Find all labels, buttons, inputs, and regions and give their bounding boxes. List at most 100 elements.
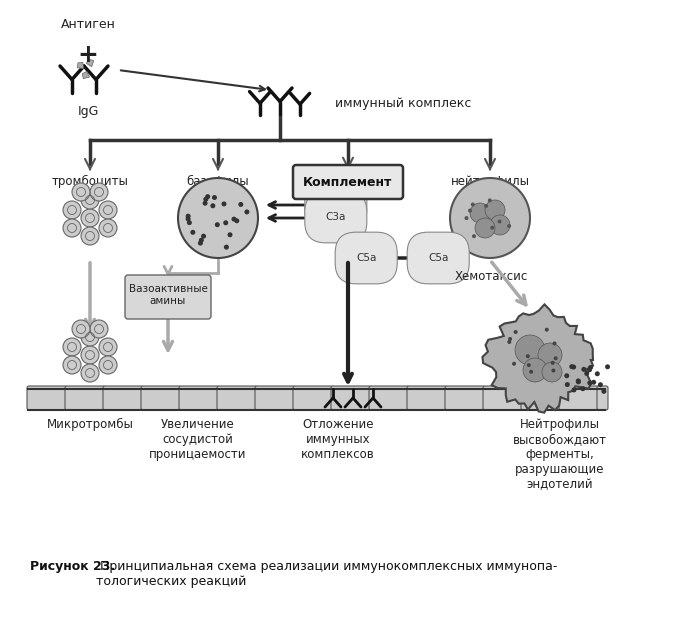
Text: +: + bbox=[78, 43, 98, 67]
Circle shape bbox=[234, 218, 239, 223]
Circle shape bbox=[63, 201, 81, 219]
Polygon shape bbox=[86, 59, 94, 67]
Circle shape bbox=[245, 210, 249, 214]
Circle shape bbox=[187, 220, 192, 225]
Circle shape bbox=[595, 371, 600, 376]
Circle shape bbox=[212, 195, 217, 200]
Circle shape bbox=[484, 204, 488, 208]
FancyBboxPatch shape bbox=[293, 165, 403, 199]
Circle shape bbox=[222, 201, 227, 206]
Circle shape bbox=[542, 362, 562, 382]
Text: Отложение
иммунных
комплексов: Отложение иммунных комплексов bbox=[301, 418, 375, 461]
Text: иммунный комплекс: иммунный комплекс bbox=[335, 96, 471, 109]
Text: Хемотаксис: Хемотаксис bbox=[455, 270, 528, 283]
FancyBboxPatch shape bbox=[445, 386, 485, 410]
Text: тромбоциты: тромбоциты bbox=[51, 175, 128, 188]
Text: Комплемент: Комплемент bbox=[304, 176, 393, 188]
FancyBboxPatch shape bbox=[141, 386, 181, 410]
FancyBboxPatch shape bbox=[597, 386, 608, 410]
Text: Принципиальная схема реализации иммунокомплексных иммунопа-
тологических реакций: Принципиальная схема реализации иммуноко… bbox=[96, 560, 557, 588]
Text: C5a: C5a bbox=[326, 199, 346, 209]
FancyBboxPatch shape bbox=[27, 386, 67, 410]
Circle shape bbox=[490, 226, 494, 230]
Circle shape bbox=[186, 214, 191, 219]
Circle shape bbox=[514, 330, 518, 334]
Circle shape bbox=[572, 387, 577, 392]
Circle shape bbox=[81, 191, 99, 209]
FancyBboxPatch shape bbox=[217, 386, 257, 410]
Circle shape bbox=[588, 365, 593, 370]
FancyBboxPatch shape bbox=[125, 275, 211, 319]
Circle shape bbox=[571, 365, 576, 370]
Circle shape bbox=[186, 216, 191, 221]
Circle shape bbox=[470, 203, 490, 223]
Circle shape bbox=[569, 364, 574, 369]
Text: Нейтрофилы
высвобождают
ферменты,
разрушающие
эндотелий: Нейтрофилы высвобождают ферменты, разруш… bbox=[513, 418, 607, 491]
Circle shape bbox=[224, 245, 229, 250]
Text: Увеличение
сосудистой
проницаемости: Увеличение сосудистой проницаемости bbox=[149, 418, 247, 461]
FancyBboxPatch shape bbox=[407, 386, 447, 410]
Circle shape bbox=[468, 209, 472, 213]
FancyBboxPatch shape bbox=[483, 386, 523, 410]
Circle shape bbox=[72, 183, 90, 201]
Circle shape bbox=[587, 367, 592, 372]
FancyBboxPatch shape bbox=[331, 386, 371, 410]
Circle shape bbox=[485, 200, 505, 220]
FancyBboxPatch shape bbox=[369, 386, 409, 410]
Circle shape bbox=[63, 356, 81, 374]
Text: Микротромбы: Микротромбы bbox=[46, 418, 134, 431]
Text: C3a: C3a bbox=[326, 212, 346, 222]
Circle shape bbox=[545, 328, 549, 332]
Circle shape bbox=[581, 367, 586, 372]
Text: C5a: C5a bbox=[356, 253, 376, 263]
Circle shape bbox=[565, 382, 570, 387]
Circle shape bbox=[475, 218, 495, 238]
FancyBboxPatch shape bbox=[559, 386, 599, 410]
Circle shape bbox=[508, 337, 512, 341]
Circle shape bbox=[211, 203, 216, 208]
Circle shape bbox=[231, 216, 236, 222]
Circle shape bbox=[215, 222, 220, 227]
Polygon shape bbox=[77, 62, 84, 69]
Circle shape bbox=[598, 382, 603, 387]
Circle shape bbox=[72, 320, 90, 338]
Circle shape bbox=[203, 197, 209, 201]
Circle shape bbox=[552, 342, 556, 345]
Circle shape bbox=[191, 230, 195, 235]
Circle shape bbox=[472, 234, 476, 238]
Circle shape bbox=[450, 178, 530, 258]
Circle shape bbox=[591, 380, 596, 385]
Circle shape bbox=[63, 219, 81, 237]
Text: Вазоактивные
амины: Вазоактивные амины bbox=[129, 284, 207, 306]
FancyBboxPatch shape bbox=[521, 386, 561, 410]
Text: IgG: IgG bbox=[78, 105, 98, 118]
Circle shape bbox=[63, 338, 81, 356]
Circle shape bbox=[90, 183, 108, 201]
Circle shape bbox=[99, 338, 117, 356]
Circle shape bbox=[554, 356, 558, 360]
Circle shape bbox=[498, 219, 502, 224]
Circle shape bbox=[580, 386, 586, 391]
Text: Антиген: Антиген bbox=[60, 18, 116, 31]
Circle shape bbox=[523, 358, 547, 382]
Circle shape bbox=[488, 198, 492, 203]
Circle shape bbox=[81, 364, 99, 382]
Circle shape bbox=[490, 215, 510, 235]
Circle shape bbox=[512, 362, 516, 366]
Circle shape bbox=[552, 368, 555, 373]
Circle shape bbox=[99, 201, 117, 219]
Circle shape bbox=[551, 361, 554, 365]
FancyBboxPatch shape bbox=[255, 386, 295, 410]
Polygon shape bbox=[82, 71, 89, 78]
Text: C5a: C5a bbox=[428, 253, 448, 263]
Circle shape bbox=[223, 220, 228, 226]
Circle shape bbox=[605, 364, 610, 370]
Circle shape bbox=[81, 227, 99, 245]
Circle shape bbox=[205, 194, 210, 199]
Circle shape bbox=[576, 378, 581, 383]
Circle shape bbox=[602, 389, 606, 394]
Circle shape bbox=[198, 240, 203, 245]
Circle shape bbox=[81, 328, 99, 346]
Circle shape bbox=[199, 238, 204, 243]
Circle shape bbox=[538, 343, 562, 367]
